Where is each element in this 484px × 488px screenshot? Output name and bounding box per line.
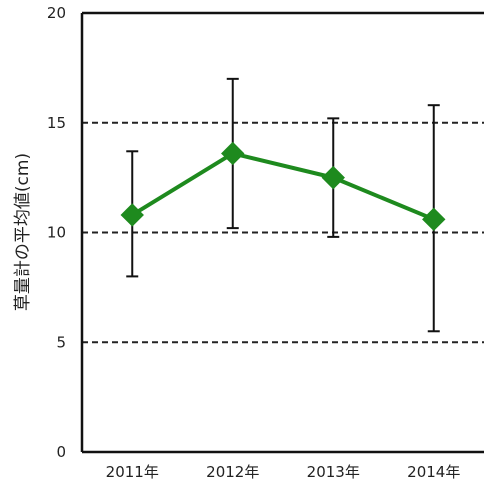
data-point-4 xyxy=(422,207,446,232)
x-tick-label-1: 2011年 xyxy=(106,463,159,481)
error-bars xyxy=(126,77,440,333)
y-tick-label-20: 20 xyxy=(47,4,66,22)
grid-lines xyxy=(82,121,484,344)
series-line-1 xyxy=(131,151,435,222)
data-point-1 xyxy=(120,203,144,227)
y-tick-label-0: 0 xyxy=(56,443,66,461)
axes xyxy=(80,11,484,454)
y-tick-label-5: 5 xyxy=(56,333,66,351)
data-point-2 xyxy=(221,141,245,166)
y-tick-label-15: 15 xyxy=(47,114,66,132)
x-tick-labels: 2011年 2012年 2013年 2014年 xyxy=(106,463,461,481)
data-point-3 xyxy=(321,165,345,190)
series-group xyxy=(120,141,446,232)
x-tick-label-2: 2012年 xyxy=(206,463,259,481)
y-axis-label: 草量計の平均値(cm) xyxy=(13,153,33,311)
y-tick-labels: 0 5 10 15 20 xyxy=(47,4,66,461)
x-tick-label-4: 2014年 xyxy=(407,463,460,481)
x-tick-label-3: 2013年 xyxy=(307,463,360,481)
y-tick-label-10: 10 xyxy=(47,224,66,242)
